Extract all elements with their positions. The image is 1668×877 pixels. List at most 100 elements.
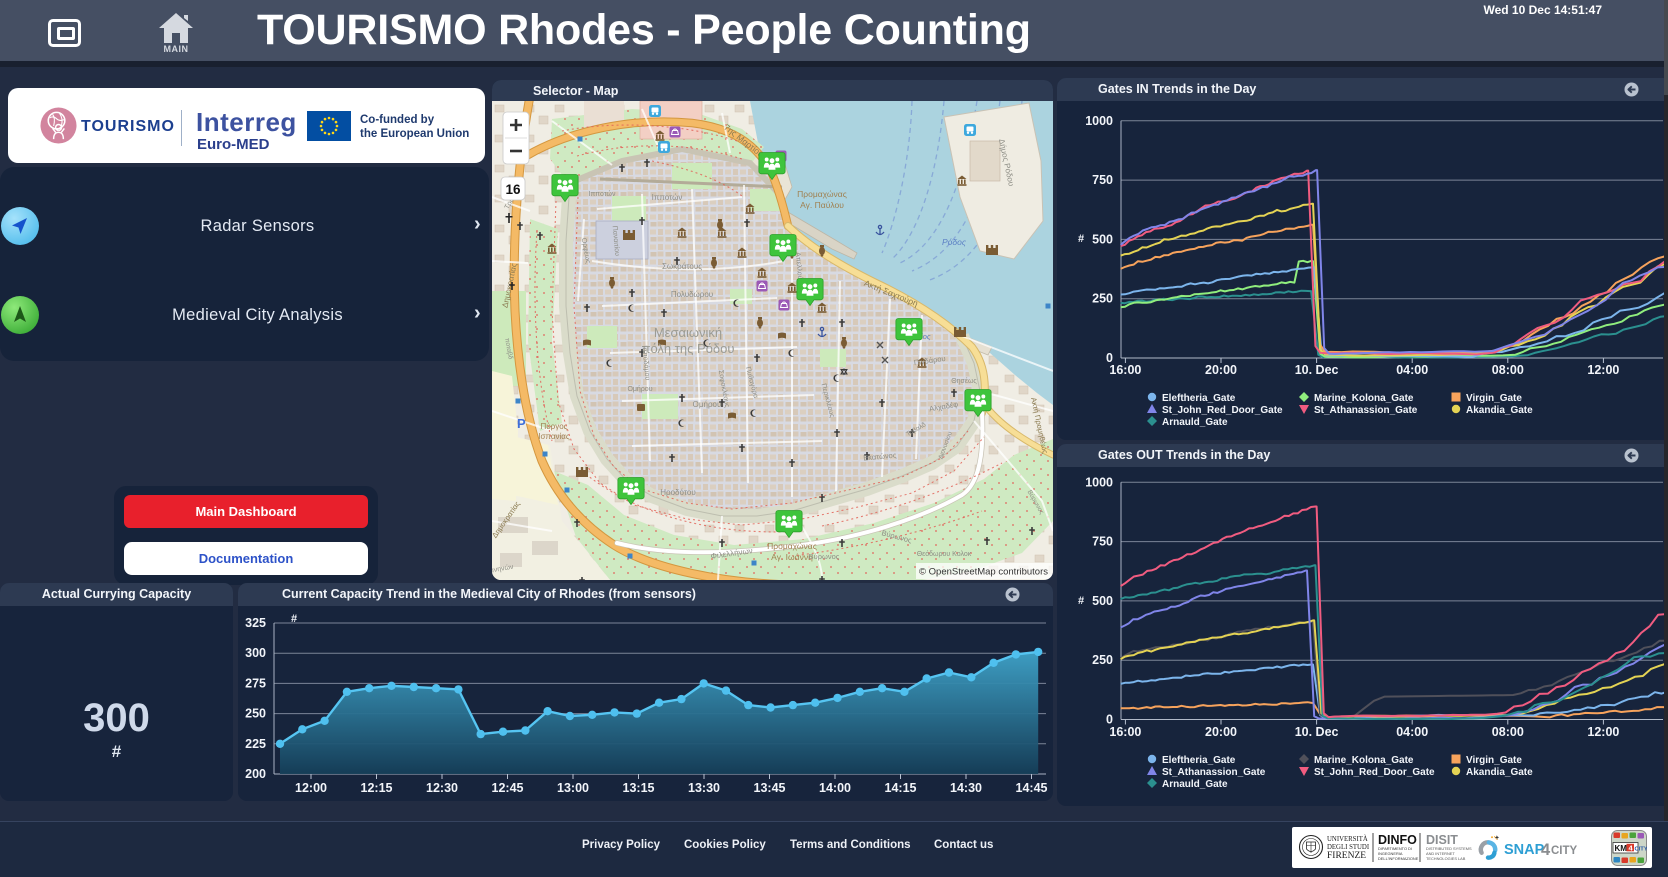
svg-text:14:45: 14:45 [1016, 781, 1048, 795]
svg-text:Arnauld_Gate: Arnauld_Gate [1162, 779, 1228, 790]
svg-text:750: 750 [1092, 535, 1113, 549]
svg-text:500: 500 [1092, 594, 1113, 608]
svg-text:1000: 1000 [1085, 114, 1113, 128]
svg-text:10. Dec: 10. Dec [1295, 363, 1339, 377]
svg-text:Ομήρου: Ομήρου [627, 386, 652, 393]
svg-text:14:00: 14:00 [819, 781, 851, 795]
svg-text:04:00: 04:00 [1396, 725, 1428, 739]
svg-text:Virgin_Gate: Virgin_Gate [1466, 755, 1522, 766]
svg-text:12:15: 12:15 [361, 781, 393, 795]
svg-text:16:00: 16:00 [1109, 725, 1141, 739]
svg-text:225: 225 [245, 737, 266, 751]
svg-text:Arnauld_Gate: Arnauld_Gate [1162, 417, 1228, 428]
svg-text:300: 300 [245, 646, 266, 660]
svg-text:DISTRIBUTED SYSTEMS: DISTRIBUTED SYSTEMS [1426, 846, 1472, 851]
svg-text:St_John_Red_Door_Gate: St_John_Red_Door_Gate [1162, 405, 1283, 416]
svg-text:Μεσαιωνική: Μεσαιωνική [654, 325, 722, 340]
svg-text:Σωκράτους: Σωκράτους [662, 262, 702, 271]
svg-text:Virgin_Gate: Virgin_Gate [1466, 393, 1522, 404]
svg-text:13:00: 13:00 [557, 781, 589, 795]
svg-text:275: 275 [245, 676, 266, 690]
svg-text:0: 0 [1106, 713, 1113, 727]
svg-text:16: 16 [505, 182, 521, 197]
svg-text:04:00: 04:00 [1396, 363, 1428, 377]
svg-text:Ηροδότου: Ηροδότου [660, 488, 695, 497]
svg-text:#: # [291, 613, 297, 625]
svg-text:DISIT: DISIT [1426, 833, 1458, 847]
svg-text:13:15: 13:15 [623, 781, 655, 795]
svg-text:Αγ. Παύλου: Αγ. Παύλου [800, 200, 844, 210]
svg-text:325: 325 [245, 616, 266, 630]
svg-text:DIPARTIMENTO DI: DIPARTIMENTO DI [1378, 846, 1412, 851]
svg-text:0: 0 [1106, 351, 1113, 365]
svg-text:14:15: 14:15 [885, 781, 917, 795]
svg-text:14:30: 14:30 [950, 781, 982, 795]
svg-text:20:00: 20:00 [1205, 363, 1237, 377]
svg-text:KM: KM [1615, 844, 1628, 853]
svg-text:Εκατώνος: Εκατώνος [863, 451, 897, 463]
svg-text:© OpenStreetMap contributors: © OpenStreetMap contributors [919, 567, 1048, 578]
svg-text:12:45: 12:45 [492, 781, 524, 795]
svg-text:Θεόδωρου Κολοκ: Θεόδωρου Κολοκ [917, 550, 972, 558]
svg-text:Ομήρου: Ομήρου [693, 400, 722, 409]
svg-text:Marine_Kolona_Gate: Marine_Kolona_Gate [1314, 755, 1414, 766]
svg-text:Eleftheria_Gate: Eleftheria_Gate [1162, 755, 1236, 766]
svg-text:Akandia_Gate: Akandia_Gate [1466, 767, 1533, 778]
svg-text:P: P [517, 416, 526, 431]
svg-text:#: # [1078, 233, 1084, 245]
svg-text:Θησέως: Θησέως [951, 377, 977, 385]
svg-text:St_Athanassion_Gate: St_Athanassion_Gate [1162, 767, 1266, 778]
svg-text:CITY: CITY [1635, 846, 1648, 852]
svg-text:Akandia_Gate: Akandia_Gate [1466, 405, 1533, 416]
svg-text:Πινδάρου: Πινδάρου [913, 354, 946, 367]
svg-text:Βύρωνος: Βύρωνος [809, 552, 840, 561]
svg-text:Ισπανίας: Ισπανίας [538, 432, 570, 441]
svg-text:πόλη της Ρόδου: πόλη της Ρόδου [641, 341, 734, 356]
svg-text:Marine_Kolona_Gate: Marine_Kolona_Gate [1314, 393, 1414, 404]
svg-text:10. Dec: 10. Dec [1295, 725, 1339, 739]
svg-text:AND INTERNET: AND INTERNET [1426, 851, 1455, 856]
svg-text:16:00: 16:00 [1109, 363, 1141, 377]
svg-text:Ρόδος: Ρόδος [942, 237, 967, 247]
svg-text:St_Athanassion_Gate: St_Athanassion_Gate [1314, 405, 1418, 416]
svg-text:St_John_Red_Door_Gate: St_John_Red_Door_Gate [1314, 767, 1435, 778]
svg-text:SNAP: SNAP [1504, 842, 1545, 858]
svg-text:750: 750 [1092, 173, 1113, 187]
svg-text:08:00: 08:00 [1492, 725, 1524, 739]
svg-text:200: 200 [245, 767, 266, 781]
svg-text:08:00: 08:00 [1492, 363, 1524, 377]
svg-text:1000: 1000 [1085, 475, 1113, 489]
svg-text:DELL'INFORMAZIONE: DELL'INFORMAZIONE [1378, 856, 1419, 861]
svg-text:Αγ. Ιωάννη: Αγ. Ιωάννη [771, 552, 813, 562]
svg-text:Ιπποτών: Ιπποτών [589, 190, 616, 198]
svg-text:4: 4 [1629, 844, 1634, 853]
svg-text:UNIVERSITÀ: UNIVERSITÀ [1327, 835, 1368, 843]
svg-text:12:30: 12:30 [426, 781, 458, 795]
svg-text:20:00: 20:00 [1205, 725, 1237, 739]
svg-text:13:45: 13:45 [754, 781, 786, 795]
svg-text:Απελλού: Απελλού [794, 252, 804, 280]
svg-text:13:30: 13:30 [688, 781, 720, 795]
svg-text:12:00: 12:00 [1587, 363, 1619, 377]
svg-text:Προμαχώνας: Προμαχώνας [767, 541, 817, 551]
svg-text:ποταβδ: ποταβδ [503, 338, 514, 361]
svg-text:Πολυδώρου: Πολυδώρου [671, 290, 713, 299]
svg-text:#: # [1078, 595, 1084, 607]
svg-text:DINFO: DINFO [1378, 833, 1417, 847]
svg-text:250: 250 [1092, 653, 1113, 667]
svg-text:Ιπποτών: Ιπποτών [652, 193, 683, 202]
svg-text:12:00: 12:00 [1587, 725, 1619, 739]
svg-text:CITY: CITY [1551, 845, 1578, 857]
svg-text:FIRENZE: FIRENZE [1327, 851, 1366, 861]
svg-text:500: 500 [1092, 232, 1113, 246]
svg-text:250: 250 [245, 707, 266, 721]
svg-text:Προμαχώνας: Προμαχώνας [797, 189, 847, 199]
svg-text:Πύργος: Πύργος [540, 422, 567, 431]
svg-text:INGEGNERIA: INGEGNERIA [1378, 851, 1403, 856]
svg-text:Παναιτίου: Παναιτίου [611, 225, 622, 256]
svg-text:250: 250 [1092, 292, 1113, 306]
svg-text:TECHNOLOGIES LAB: TECHNOLOGIES LAB [1426, 856, 1466, 861]
svg-text:12:00: 12:00 [295, 781, 327, 795]
svg-text:Eleftheria_Gate: Eleftheria_Gate [1162, 393, 1236, 404]
svg-text:4: 4 [1541, 841, 1551, 859]
